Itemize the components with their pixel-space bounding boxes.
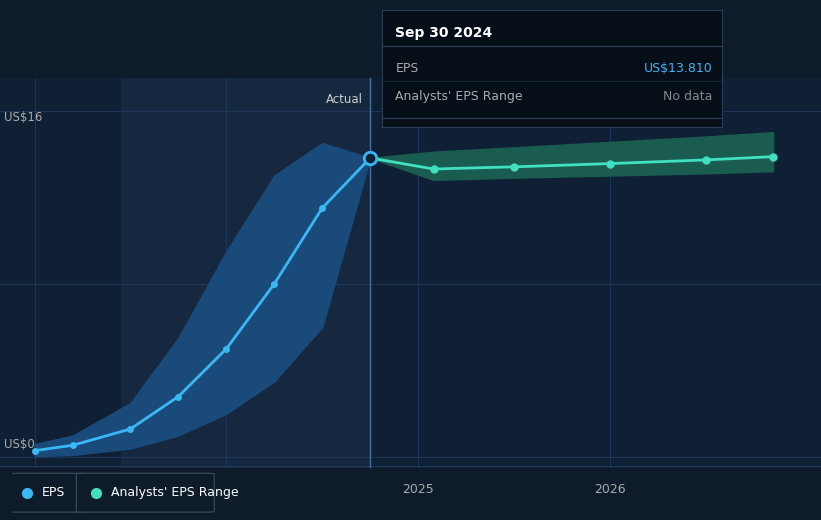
Text: 2026: 2026 <box>594 483 626 496</box>
Text: No data: No data <box>663 90 713 103</box>
Text: Analysts' EPS Range: Analysts' EPS Range <box>111 486 238 499</box>
Text: US$13.810: US$13.810 <box>644 62 713 75</box>
Text: Sep 30 2024: Sep 30 2024 <box>396 25 493 40</box>
Text: 2025: 2025 <box>402 483 434 496</box>
Text: US$16: US$16 <box>4 111 42 124</box>
Text: EPS: EPS <box>42 486 65 499</box>
FancyBboxPatch shape <box>76 473 214 512</box>
Text: Actual: Actual <box>326 93 363 106</box>
Text: Analysts' EPS Range: Analysts' EPS Range <box>396 90 523 103</box>
Text: US$0: US$0 <box>4 438 34 451</box>
Bar <box>121 78 370 468</box>
Text: Analysts Forecasts: Analysts Forecasts <box>382 93 492 106</box>
FancyBboxPatch shape <box>7 473 86 512</box>
Text: EPS: EPS <box>396 62 419 75</box>
Text: 2023: 2023 <box>19 483 50 496</box>
Text: 2024: 2024 <box>210 483 242 496</box>
